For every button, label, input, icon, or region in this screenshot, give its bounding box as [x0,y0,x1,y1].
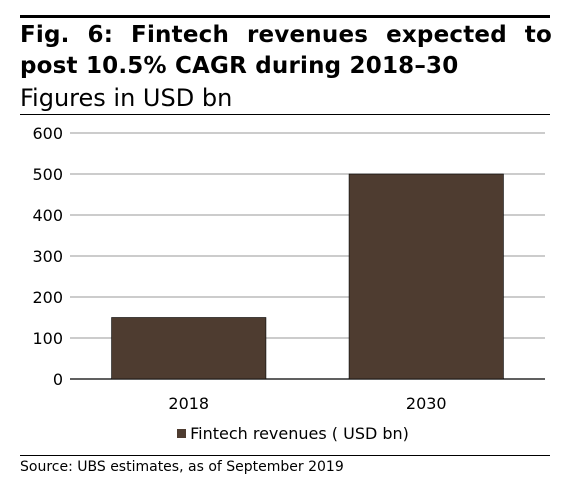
y-tick-label: 600 [32,124,63,143]
legend: Fintech revenues ( USD bn) [0,424,586,443]
legend-swatch [177,429,187,438]
y-tick-label: 0 [53,370,63,389]
x-tick-label: 2018 [168,394,209,413]
x-axis-labels: 2018 2030 [168,394,446,413]
chart-title: Fig. 6: Fintech revenues expected to pos… [20,22,552,79]
source-note: Source: UBS estimates, as of September 2… [20,459,344,475]
bars [111,173,504,380]
footer-rule [20,455,550,456]
y-tick-label: 400 [32,206,63,225]
y-tick-label: 300 [32,247,63,266]
bar-2030 [348,173,504,380]
legend-label: Fintech revenues ( USD bn) [190,424,409,443]
bar-2018 [111,317,267,380]
y-tick-label: 100 [32,329,63,348]
header-rule [20,114,550,115]
y-tick-label: 200 [32,288,63,307]
y-axis-labels: 0 100 200 300 400 500 600 [32,124,63,389]
chart-subtitle: Figures in USD bn [20,84,233,112]
x-tick-label: 2030 [406,394,447,413]
y-tick-label: 500 [32,165,63,184]
top-rule [20,15,550,18]
